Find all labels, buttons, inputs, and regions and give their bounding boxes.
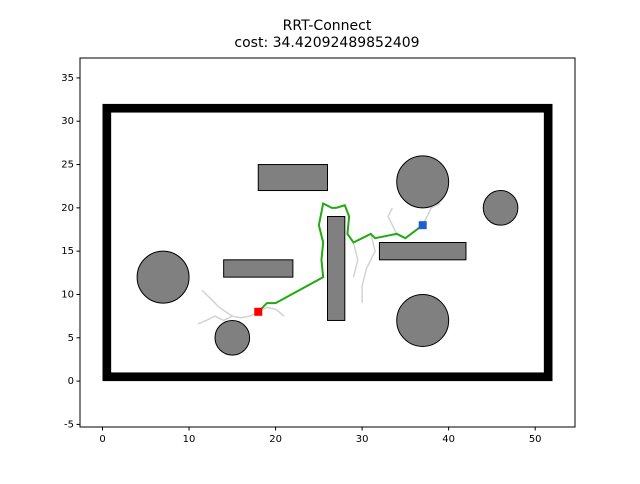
obstacle-rect [257, 164, 328, 192]
boundary-wall [102, 103, 553, 382]
obstacle-circle [482, 190, 519, 226]
axes-frame [79, 57, 576, 428]
x-tick-label: 50 [529, 434, 542, 445]
tree-branch [361, 233, 376, 304]
tree-branch [257, 306, 285, 317]
x-tick-label: 10 [183, 434, 196, 445]
chart-subtitle: cost: 34.42092489852409 [234, 35, 419, 51]
tree-branch [387, 207, 398, 235]
obstacle-rect [223, 259, 294, 278]
x-tick-label: 20 [269, 434, 282, 445]
obstacle-rect [378, 242, 467, 261]
obstacle-rect [327, 216, 346, 321]
y-tick-label: 10 [61, 289, 74, 300]
y-tick-label: 5 [68, 333, 74, 344]
obstacle-circle [214, 319, 251, 356]
path [257, 202, 424, 313]
obstacle-circle [396, 155, 450, 209]
tree-branch [422, 202, 441, 226]
x-tick-label: 0 [99, 434, 105, 445]
y-tick-label: 30 [61, 116, 74, 127]
tree-branch [197, 311, 259, 325]
chart-title: RRT-Connect [283, 18, 372, 34]
y-tick-label: 0 [68, 376, 74, 387]
x-tick-label: 30 [356, 434, 369, 445]
y-tick-label: 35 [61, 73, 74, 84]
y-tick-label: 25 [61, 160, 74, 171]
obstacle-circle [136, 250, 190, 304]
y-tick-label: 20 [61, 203, 74, 214]
y-tick-label: -5 [64, 419, 74, 430]
x-tick-label: 40 [442, 434, 455, 445]
tree-branch [352, 242, 359, 278]
goal-marker [418, 221, 427, 230]
obstacle-circle [396, 293, 450, 347]
start-marker [254, 307, 263, 316]
y-tick-label: 15 [61, 246, 74, 257]
tree-branch [201, 289, 233, 317]
